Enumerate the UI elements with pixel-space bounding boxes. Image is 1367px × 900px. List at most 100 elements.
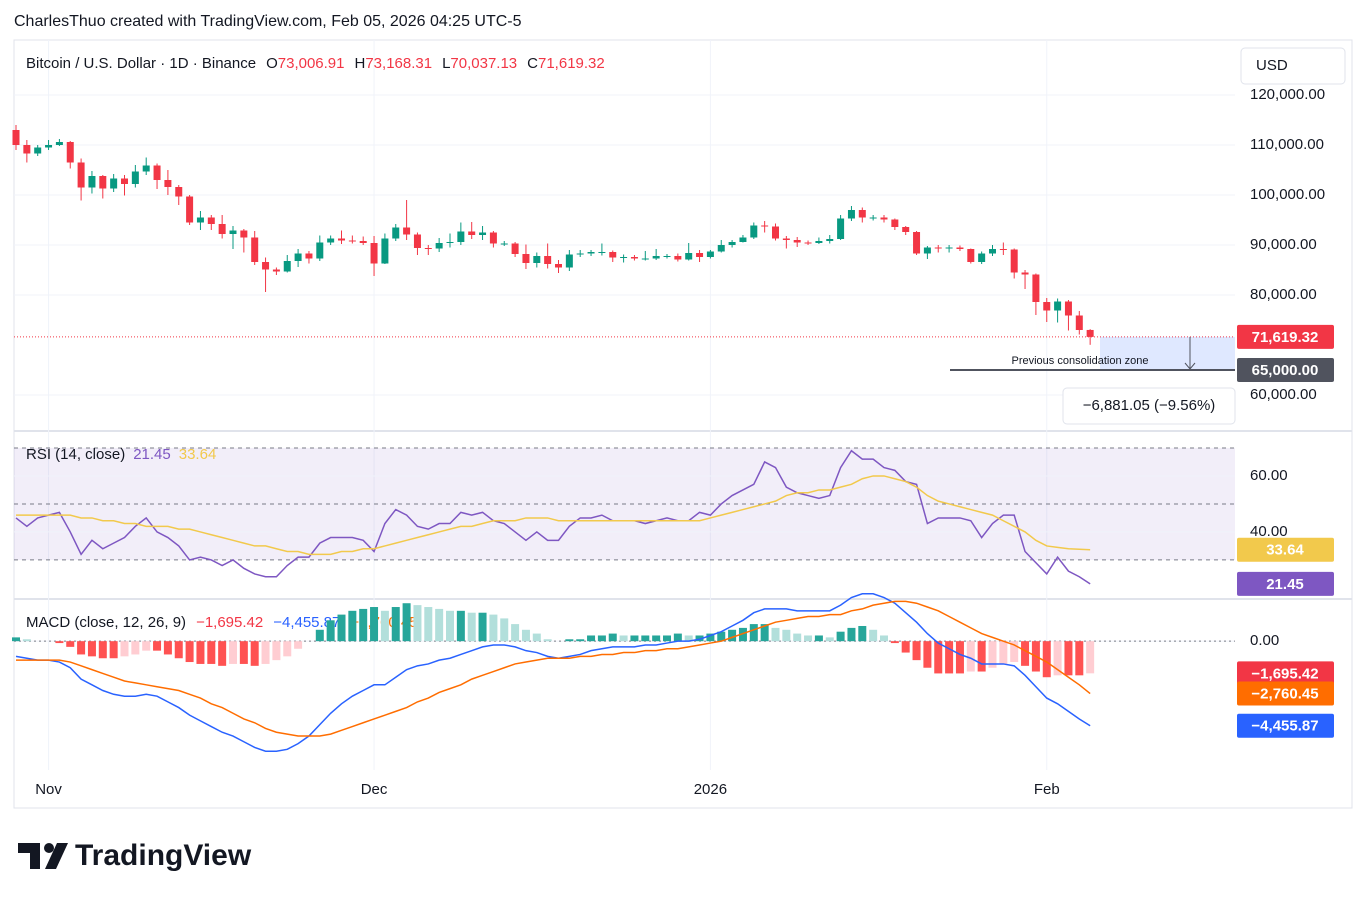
candle-body <box>272 269 280 272</box>
candle-body <box>706 251 714 257</box>
candle-body <box>262 262 270 270</box>
histogram-bar <box>98 641 107 659</box>
candle-body <box>652 256 660 259</box>
candle-body <box>598 252 606 253</box>
histogram-bar <box>630 635 639 642</box>
measure-box <box>1062 387 1236 425</box>
histogram-bar <box>239 641 248 664</box>
candle-body <box>142 165 150 172</box>
zone-level-tag: 65,000.00 <box>1252 362 1319 379</box>
histogram-bar <box>587 635 596 642</box>
histogram-bar <box>1053 641 1062 676</box>
value-tag: 21.45 <box>1266 576 1304 593</box>
histogram-bar <box>315 629 324 642</box>
histogram-bar <box>999 641 1008 664</box>
currency-button[interactable] <box>1240 47 1346 85</box>
logo-mark <box>44 843 54 853</box>
histogram-bar <box>207 641 216 664</box>
candle-body <box>1021 272 1029 275</box>
histogram-bar <box>380 610 389 642</box>
histogram-bar <box>55 641 64 644</box>
candle-body <box>240 230 248 238</box>
y-tick-label: 120,000.00 <box>1250 86 1325 103</box>
histogram-bar <box>814 635 823 642</box>
legend: MACD (close, 12, 26, 9) −1,695.42 −4,455.8… <box>26 614 418 631</box>
candle-body <box>88 176 96 188</box>
legend: Bitcoin / U.S. Dollar · 1D · Binance O73,… <box>26 55 605 72</box>
histogram-bar <box>890 641 899 644</box>
legend-key: L <box>442 55 450 72</box>
histogram-bar <box>804 635 813 642</box>
candle-body <box>923 247 931 254</box>
candle-body <box>999 249 1007 250</box>
histogram-bar <box>163 641 172 655</box>
histogram-bar <box>576 639 585 642</box>
histogram-bar <box>337 614 346 642</box>
candle-body <box>66 142 74 163</box>
histogram-bar <box>847 627 856 642</box>
legend-value: 73,168.31 <box>365 55 432 72</box>
candle-body <box>565 254 573 268</box>
histogram-bar <box>749 624 758 642</box>
legend-value: 71,619.32 <box>538 55 605 72</box>
candle-body <box>413 234 421 248</box>
histogram-bar <box>532 633 541 642</box>
candle-body <box>804 242 812 244</box>
candle-body <box>728 242 736 245</box>
value-tag-bg <box>1237 571 1334 596</box>
candle-body <box>392 227 400 239</box>
y-tick-label: 110,000.00 <box>1250 136 1324 153</box>
histogram-bar <box>988 641 997 668</box>
y-tick-label: 90,000.00 <box>1250 236 1317 253</box>
histogram-bar <box>326 620 335 642</box>
histogram-bar <box>218 641 227 666</box>
y-tick-label: 60,000.00 <box>1250 386 1317 403</box>
candle-body <box>1010 249 1018 273</box>
candle-body <box>717 245 725 252</box>
candle-body <box>403 227 411 235</box>
candle-body <box>793 240 801 243</box>
candle-body <box>305 253 313 259</box>
candle-body <box>522 254 530 263</box>
histogram-bar <box>370 607 379 642</box>
value-tag: −2,760.45 <box>1251 686 1318 703</box>
histogram-bar <box>196 641 205 664</box>
legend-key: C <box>527 55 538 72</box>
candle-body <box>77 162 85 188</box>
histogram-bar <box>945 641 954 674</box>
histogram-bar <box>619 635 628 642</box>
candle-body <box>989 249 996 254</box>
value-tag: 33.64 <box>1266 542 1304 559</box>
legend-title: MACD (close, 12, 26, 9) <box>26 614 186 631</box>
histogram-bar <box>869 629 878 642</box>
candle-body <box>750 225 758 238</box>
candle-body <box>370 243 378 264</box>
histogram-bar <box>760 624 769 642</box>
histogram-bar <box>706 633 715 642</box>
histogram-bar <box>153 641 162 651</box>
candle-body <box>468 231 476 235</box>
line <box>15 449 1091 585</box>
value-tag-bg <box>1237 681 1334 706</box>
histogram-bar <box>521 629 530 642</box>
histogram-bar <box>1064 641 1073 676</box>
currency-label[interactable]: USD <box>1256 57 1288 74</box>
histogram-bar <box>478 612 487 642</box>
histogram-bar <box>456 610 465 642</box>
candle-body <box>316 242 324 259</box>
candle-body <box>1043 302 1051 311</box>
candle-body <box>175 187 183 197</box>
candle-body <box>858 210 866 218</box>
candle-body <box>587 252 595 254</box>
consolidation-zone <box>1100 336 1235 370</box>
candle-body <box>110 178 118 189</box>
candle-body <box>555 264 562 268</box>
histogram-bar <box>174 641 183 659</box>
y-tick-label: 40.00 <box>1250 523 1288 540</box>
histogram-bar <box>359 608 368 642</box>
measure-arrowhead <box>1184 362 1196 370</box>
candle-body <box>934 247 942 249</box>
histogram-bar <box>728 629 737 642</box>
candle-body <box>674 256 682 260</box>
